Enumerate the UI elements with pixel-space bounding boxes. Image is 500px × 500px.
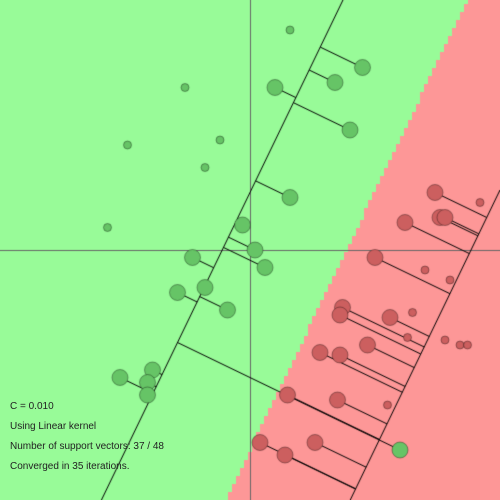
kernel-label: Using Linear kernel [10,421,97,432]
support-vector-count-label: Number of support vectors: 37 / 48 [10,441,164,452]
c-value-label: C = 0.010 [10,401,54,412]
convergence-label: Converged in 35 iterations. [10,461,130,472]
